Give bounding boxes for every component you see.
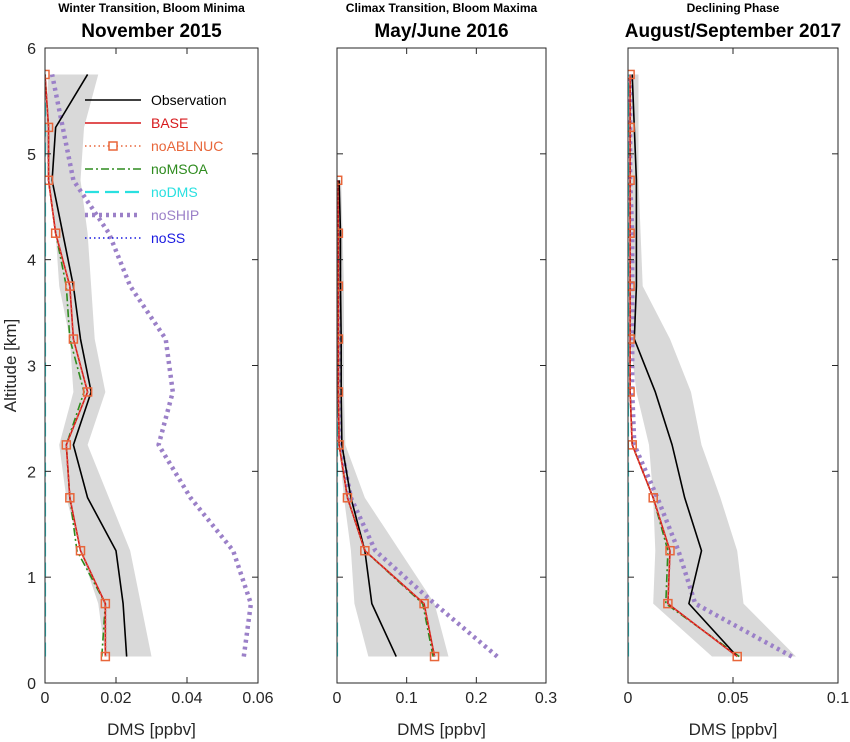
legend-label-observation: Observation — [151, 92, 226, 108]
x-tick-label: 0 — [41, 690, 50, 707]
observation-range-band — [337, 180, 449, 657]
legend-label-base: BASE — [151, 115, 188, 131]
series-noablnuc-marker — [68, 334, 79, 344]
panel-supertitle: Winter Transition, Bloom Minima — [58, 1, 245, 15]
series-noablnuc-marker — [337, 228, 344, 238]
series-noablnuc-marker — [648, 493, 658, 503]
panel-1: 0 0.02 0.04 0.06 0 1 2 3 4 5 6 Winter Transition, B… — [1, 1, 274, 739]
series-noablnuc-marker — [732, 651, 742, 662]
series-noablnuc-marker — [82, 387, 93, 397]
x-tick-label: 0.2 — [465, 690, 487, 707]
series-noablnuc-marker — [663, 598, 673, 609]
x-tick-label: 0.04 — [171, 690, 202, 707]
series-noablnuc-marker — [65, 281, 75, 291]
series-noablnuc-marker — [628, 175, 635, 186]
series-noablnuc-marker — [628, 334, 635, 344]
y-tick-label: 4 — [27, 253, 36, 270]
y-tick-label: 0 — [27, 676, 36, 693]
series-noablnuc-marker — [665, 545, 675, 556]
panel-title: May/June 2016 — [374, 21, 508, 42]
series-noablnuc-marker — [337, 281, 344, 291]
series-noablnuc-marker — [628, 387, 635, 397]
x-tick-label: 0.3 — [535, 690, 557, 707]
y-tick-label: 5 — [27, 147, 36, 164]
panel-title: August/September 2017 — [625, 21, 841, 42]
series-noablnuc-marker — [50, 228, 61, 238]
legend: Observation BASE noABLNUC noMSOA noDMS noSHIP… — [85, 92, 226, 246]
legend-label-nomsoa: noMSOA — [151, 161, 208, 177]
series-noablnuc-marker — [419, 598, 429, 609]
series-noablnuc-marker — [628, 122, 635, 133]
x-tick-label: 0 — [333, 690, 342, 707]
series-noablnuc-marker — [45, 122, 54, 133]
series-noablnuc-marker — [429, 651, 440, 662]
x-axis-label: DMS [ppbv] — [107, 720, 196, 739]
x-tick-label: 0.02 — [100, 690, 131, 707]
series-observation-line — [51, 74, 128, 657]
panel-supertitle: Climax Transition, Bloom Maxima — [346, 1, 538, 15]
series-noablnuc-marker — [337, 334, 344, 344]
x-tick-label: 0 — [624, 690, 633, 707]
plot-area — [628, 69, 796, 662]
y-tick-label: 6 — [27, 41, 36, 58]
x-tick-label: 0.1 — [396, 690, 418, 707]
legend-label-noship: noSHIP — [151, 207, 199, 223]
series-noablnuc-line — [629, 74, 738, 658]
plot-area — [45, 69, 254, 662]
series-noablnuc-marker — [337, 387, 344, 397]
legend-label-noss: noSS — [151, 230, 185, 246]
x-axis-label: DMS [ppbv] — [397, 720, 486, 739]
legend-label-nodms: noDMS — [151, 184, 198, 200]
observation-range-band — [630, 74, 796, 657]
series-noablnuc-marker — [628, 281, 635, 291]
legend-marker-noablnuc — [108, 141, 118, 151]
y-tick-label: 3 — [27, 359, 36, 376]
y-tick-label: 2 — [27, 464, 36, 481]
x-tick-label: 0.05 — [717, 690, 748, 707]
series-noablnuc-marker — [337, 440, 344, 450]
series-noablnuc-marker — [628, 69, 635, 80]
series-noablnuc-marker — [45, 69, 50, 80]
x-axis-label: DMS [ppbv] — [689, 720, 778, 739]
series-noablnuc-marker — [337, 175, 343, 186]
series-noablnuc-marker — [628, 228, 635, 238]
series-noship-line — [49, 74, 254, 657]
panel-title: November 2015 — [81, 21, 222, 42]
y-axis-label: Altitude [km] — [1, 319, 20, 413]
legend-label-noablnuc: noABLNUC — [151, 138, 223, 154]
series-noablnuc-line — [45, 74, 107, 657]
series-noship-line — [337, 180, 499, 659]
y-tick-label: 1 — [27, 570, 36, 587]
plot-area — [337, 175, 499, 662]
series-observation-line — [631, 74, 738, 658]
series-noablnuc-marker — [342, 493, 353, 503]
observation-range-band — [45, 74, 152, 657]
panel-supertitle: Declining Phase — [687, 1, 780, 15]
series-noablnuc-marker — [100, 651, 111, 662]
panel-2: 0 0.1 0.2 0.3 Climax Transition, Bloom Maxim… — [333, 1, 558, 739]
panel-3: 0 0.05 0.1 Declining Phase August/September … — [624, 1, 850, 739]
x-tick-label: 0.1 — [827, 690, 849, 707]
series-noablnuc-marker — [45, 175, 54, 186]
series-noablnuc-marker — [75, 545, 86, 556]
series-noablnuc-marker — [360, 545, 370, 556]
series-noablnuc-marker — [100, 598, 111, 609]
series-noablnuc-marker — [65, 493, 75, 503]
x-tick-label: 0.06 — [242, 690, 273, 707]
series-noablnuc-marker — [61, 440, 72, 450]
